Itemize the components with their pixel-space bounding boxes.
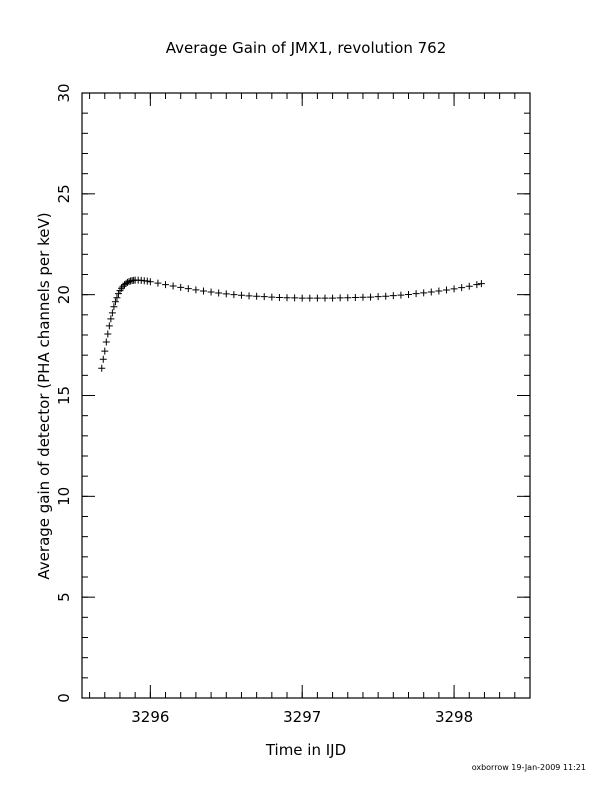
data-point bbox=[298, 294, 306, 302]
footer-credit: oxborrow 19-Jan-2009 11:21 bbox=[472, 763, 586, 772]
data-point bbox=[184, 285, 192, 293]
data-point bbox=[442, 286, 450, 294]
y-tick-label: 20 bbox=[55, 285, 73, 304]
data-point bbox=[283, 294, 291, 302]
data-point bbox=[359, 293, 367, 301]
data-point bbox=[113, 294, 121, 302]
data-point bbox=[336, 294, 344, 302]
data-point bbox=[99, 355, 107, 363]
data-point bbox=[107, 315, 115, 323]
data-point bbox=[114, 290, 122, 298]
data-point bbox=[450, 285, 458, 293]
data-point bbox=[477, 280, 485, 288]
data-point bbox=[344, 294, 352, 302]
data-point bbox=[329, 294, 337, 302]
data-point bbox=[110, 303, 118, 311]
data-point bbox=[207, 288, 215, 296]
x-tick-label: 3298 bbox=[435, 708, 473, 726]
data-point bbox=[199, 287, 207, 295]
data-point bbox=[169, 282, 177, 290]
data-point bbox=[412, 290, 420, 298]
y-tick-label: 30 bbox=[55, 83, 73, 102]
x-tick-label: 3297 bbox=[283, 708, 321, 726]
data-point bbox=[230, 291, 238, 299]
x-axis-label: Time in IJD bbox=[265, 741, 346, 759]
data-point bbox=[427, 288, 435, 296]
data-point bbox=[98, 364, 106, 372]
data-point bbox=[162, 281, 170, 289]
data-point bbox=[458, 284, 466, 292]
data-point bbox=[122, 279, 130, 287]
data-point bbox=[237, 291, 245, 299]
data-point bbox=[146, 278, 154, 286]
data-point bbox=[321, 294, 329, 302]
data-point bbox=[104, 330, 112, 338]
axis-frame bbox=[81, 92, 531, 699]
data-point bbox=[313, 294, 321, 302]
data-point bbox=[143, 277, 151, 285]
data-point bbox=[111, 298, 119, 306]
tick-labels: 3296 3297 3298 0 5 10 15 20 25 30 bbox=[55, 83, 473, 726]
data-point bbox=[192, 286, 200, 294]
data-point bbox=[405, 290, 413, 298]
data-point bbox=[222, 290, 230, 298]
data-point bbox=[382, 292, 390, 300]
data-point bbox=[473, 281, 481, 289]
data-point bbox=[108, 309, 116, 317]
data-point bbox=[215, 289, 223, 297]
y-tick-label: 10 bbox=[55, 487, 73, 506]
data-point bbox=[260, 293, 268, 301]
y-tick-label: 25 bbox=[55, 184, 73, 203]
data-point bbox=[465, 282, 473, 290]
y-axis-label: Average gain of detector (PHA channels p… bbox=[35, 212, 53, 579]
data-point bbox=[389, 292, 397, 300]
major-ticks bbox=[82, 92, 530, 699]
data-point bbox=[291, 294, 299, 302]
data-point bbox=[435, 287, 443, 295]
data-point bbox=[397, 291, 405, 299]
data-series bbox=[98, 276, 485, 372]
x-tick-label: 3296 bbox=[131, 708, 169, 726]
data-point bbox=[125, 278, 133, 286]
minor-ticks bbox=[82, 92, 531, 699]
data-point bbox=[124, 278, 132, 286]
data-point bbox=[253, 292, 261, 300]
chart-title: Average Gain of JMX1, revolution 762 bbox=[166, 39, 447, 57]
plot-area: 3296 3297 3298 0 5 10 15 20 25 30 bbox=[55, 83, 531, 726]
data-point bbox=[102, 338, 110, 346]
data-point bbox=[245, 292, 253, 300]
data-point bbox=[275, 293, 283, 301]
data-point bbox=[268, 293, 276, 301]
y-tick-label: 15 bbox=[55, 386, 73, 405]
data-point bbox=[177, 283, 185, 291]
data-point bbox=[420, 289, 428, 297]
y-tick-label: 0 bbox=[55, 693, 73, 703]
data-point bbox=[105, 322, 113, 330]
data-point bbox=[351, 293, 359, 301]
data-point bbox=[101, 347, 109, 355]
data-point bbox=[154, 279, 162, 287]
y-tick-label: 5 bbox=[55, 592, 73, 602]
data-point bbox=[367, 293, 375, 301]
data-point bbox=[374, 293, 382, 301]
data-point bbox=[306, 294, 314, 302]
